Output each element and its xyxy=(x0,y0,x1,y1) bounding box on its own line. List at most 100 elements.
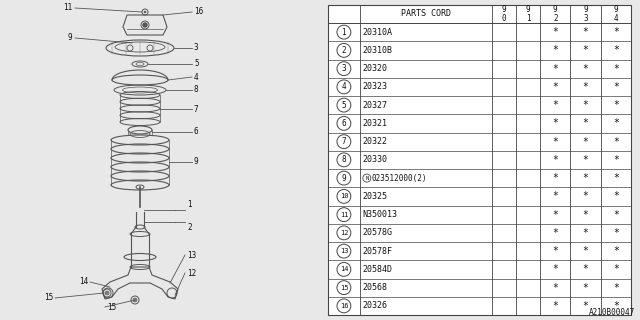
Text: *: * xyxy=(613,283,619,292)
Text: *: * xyxy=(582,191,589,201)
Text: 5: 5 xyxy=(194,60,198,68)
Text: 023512000(2): 023512000(2) xyxy=(372,174,428,183)
Text: 9: 9 xyxy=(194,157,198,166)
Text: 8: 8 xyxy=(342,156,346,164)
Text: 10: 10 xyxy=(340,193,348,199)
Text: *: * xyxy=(582,301,589,311)
Text: 9
4: 9 4 xyxy=(614,5,618,23)
Text: 15: 15 xyxy=(44,293,53,302)
Text: 13: 13 xyxy=(187,251,196,260)
Text: *: * xyxy=(582,82,589,92)
Text: 14: 14 xyxy=(79,277,88,286)
Text: 16: 16 xyxy=(194,7,204,17)
Text: *: * xyxy=(582,155,589,165)
Text: 20568: 20568 xyxy=(363,283,388,292)
Text: *: * xyxy=(582,118,589,128)
Text: 11: 11 xyxy=(340,212,348,218)
Text: *: * xyxy=(613,100,619,110)
Text: *: * xyxy=(613,64,619,74)
Text: 16: 16 xyxy=(340,303,348,309)
Text: *: * xyxy=(552,283,558,292)
Text: 20326: 20326 xyxy=(363,301,388,310)
Circle shape xyxy=(133,298,137,302)
Text: 20325: 20325 xyxy=(363,192,388,201)
Text: 1: 1 xyxy=(187,200,191,209)
Text: *: * xyxy=(552,64,558,74)
Circle shape xyxy=(143,23,147,27)
Text: 20310B: 20310B xyxy=(363,46,393,55)
Text: *: * xyxy=(552,155,558,165)
Text: N350013: N350013 xyxy=(363,210,398,219)
Text: 13: 13 xyxy=(340,248,348,254)
Text: *: * xyxy=(613,137,619,147)
Text: *: * xyxy=(552,246,558,256)
Text: 20578G: 20578G xyxy=(363,228,393,237)
Text: *: * xyxy=(613,301,619,311)
Text: *: * xyxy=(613,45,619,55)
Text: *: * xyxy=(582,27,589,37)
Text: *: * xyxy=(552,100,558,110)
Text: *: * xyxy=(613,118,619,128)
Text: 4: 4 xyxy=(342,82,346,92)
Text: 9
3: 9 3 xyxy=(583,5,588,23)
Text: 20584D: 20584D xyxy=(363,265,393,274)
Text: 20327: 20327 xyxy=(363,100,388,110)
Text: 4: 4 xyxy=(194,73,198,82)
Text: 15: 15 xyxy=(340,284,348,291)
Text: *: * xyxy=(552,301,558,311)
Text: *: * xyxy=(582,64,589,74)
Text: *: * xyxy=(582,137,589,147)
Text: *: * xyxy=(613,264,619,274)
Text: 3: 3 xyxy=(342,64,346,73)
Text: 9: 9 xyxy=(342,174,346,183)
Text: *: * xyxy=(582,210,589,220)
Text: 12: 12 xyxy=(187,268,196,277)
Text: *: * xyxy=(582,264,589,274)
Text: 2: 2 xyxy=(342,46,346,55)
Text: 20320: 20320 xyxy=(363,64,388,73)
Text: 15: 15 xyxy=(107,302,116,311)
Text: *: * xyxy=(582,100,589,110)
Text: *: * xyxy=(552,27,558,37)
Text: 20321: 20321 xyxy=(363,119,388,128)
Text: N: N xyxy=(365,176,369,180)
Text: 6: 6 xyxy=(342,119,346,128)
Text: 20578F: 20578F xyxy=(363,247,393,256)
Text: *: * xyxy=(582,228,589,238)
Text: *: * xyxy=(552,173,558,183)
Text: *: * xyxy=(582,246,589,256)
Text: *: * xyxy=(613,210,619,220)
Text: 12: 12 xyxy=(340,230,348,236)
Text: 9
0: 9 0 xyxy=(501,5,506,23)
Text: 7: 7 xyxy=(194,105,198,114)
Text: *: * xyxy=(582,45,589,55)
Text: *: * xyxy=(552,191,558,201)
Text: *: * xyxy=(552,264,558,274)
Text: 20323: 20323 xyxy=(363,82,388,92)
Text: 6: 6 xyxy=(194,127,198,137)
Text: *: * xyxy=(613,27,619,37)
Text: 7: 7 xyxy=(342,137,346,146)
Text: 1: 1 xyxy=(342,28,346,36)
Text: *: * xyxy=(552,118,558,128)
Text: *: * xyxy=(613,82,619,92)
Text: 9
1: 9 1 xyxy=(525,5,531,23)
Text: 5: 5 xyxy=(342,100,346,110)
Text: A210B00047: A210B00047 xyxy=(589,308,635,317)
Text: 14: 14 xyxy=(340,266,348,272)
Text: 20310A: 20310A xyxy=(363,28,393,36)
Text: *: * xyxy=(552,82,558,92)
Text: 20322: 20322 xyxy=(363,137,388,146)
Text: *: * xyxy=(613,228,619,238)
Text: 2: 2 xyxy=(187,223,191,232)
Circle shape xyxy=(105,291,109,295)
Text: 9
2: 9 2 xyxy=(553,5,557,23)
Text: 11: 11 xyxy=(63,4,72,12)
Text: PARTS CORD: PARTS CORD xyxy=(401,10,451,19)
Text: *: * xyxy=(613,246,619,256)
Bar xyxy=(328,5,631,315)
Text: *: * xyxy=(552,228,558,238)
Text: 9: 9 xyxy=(67,34,72,43)
Text: *: * xyxy=(552,45,558,55)
Text: 3: 3 xyxy=(194,44,198,52)
